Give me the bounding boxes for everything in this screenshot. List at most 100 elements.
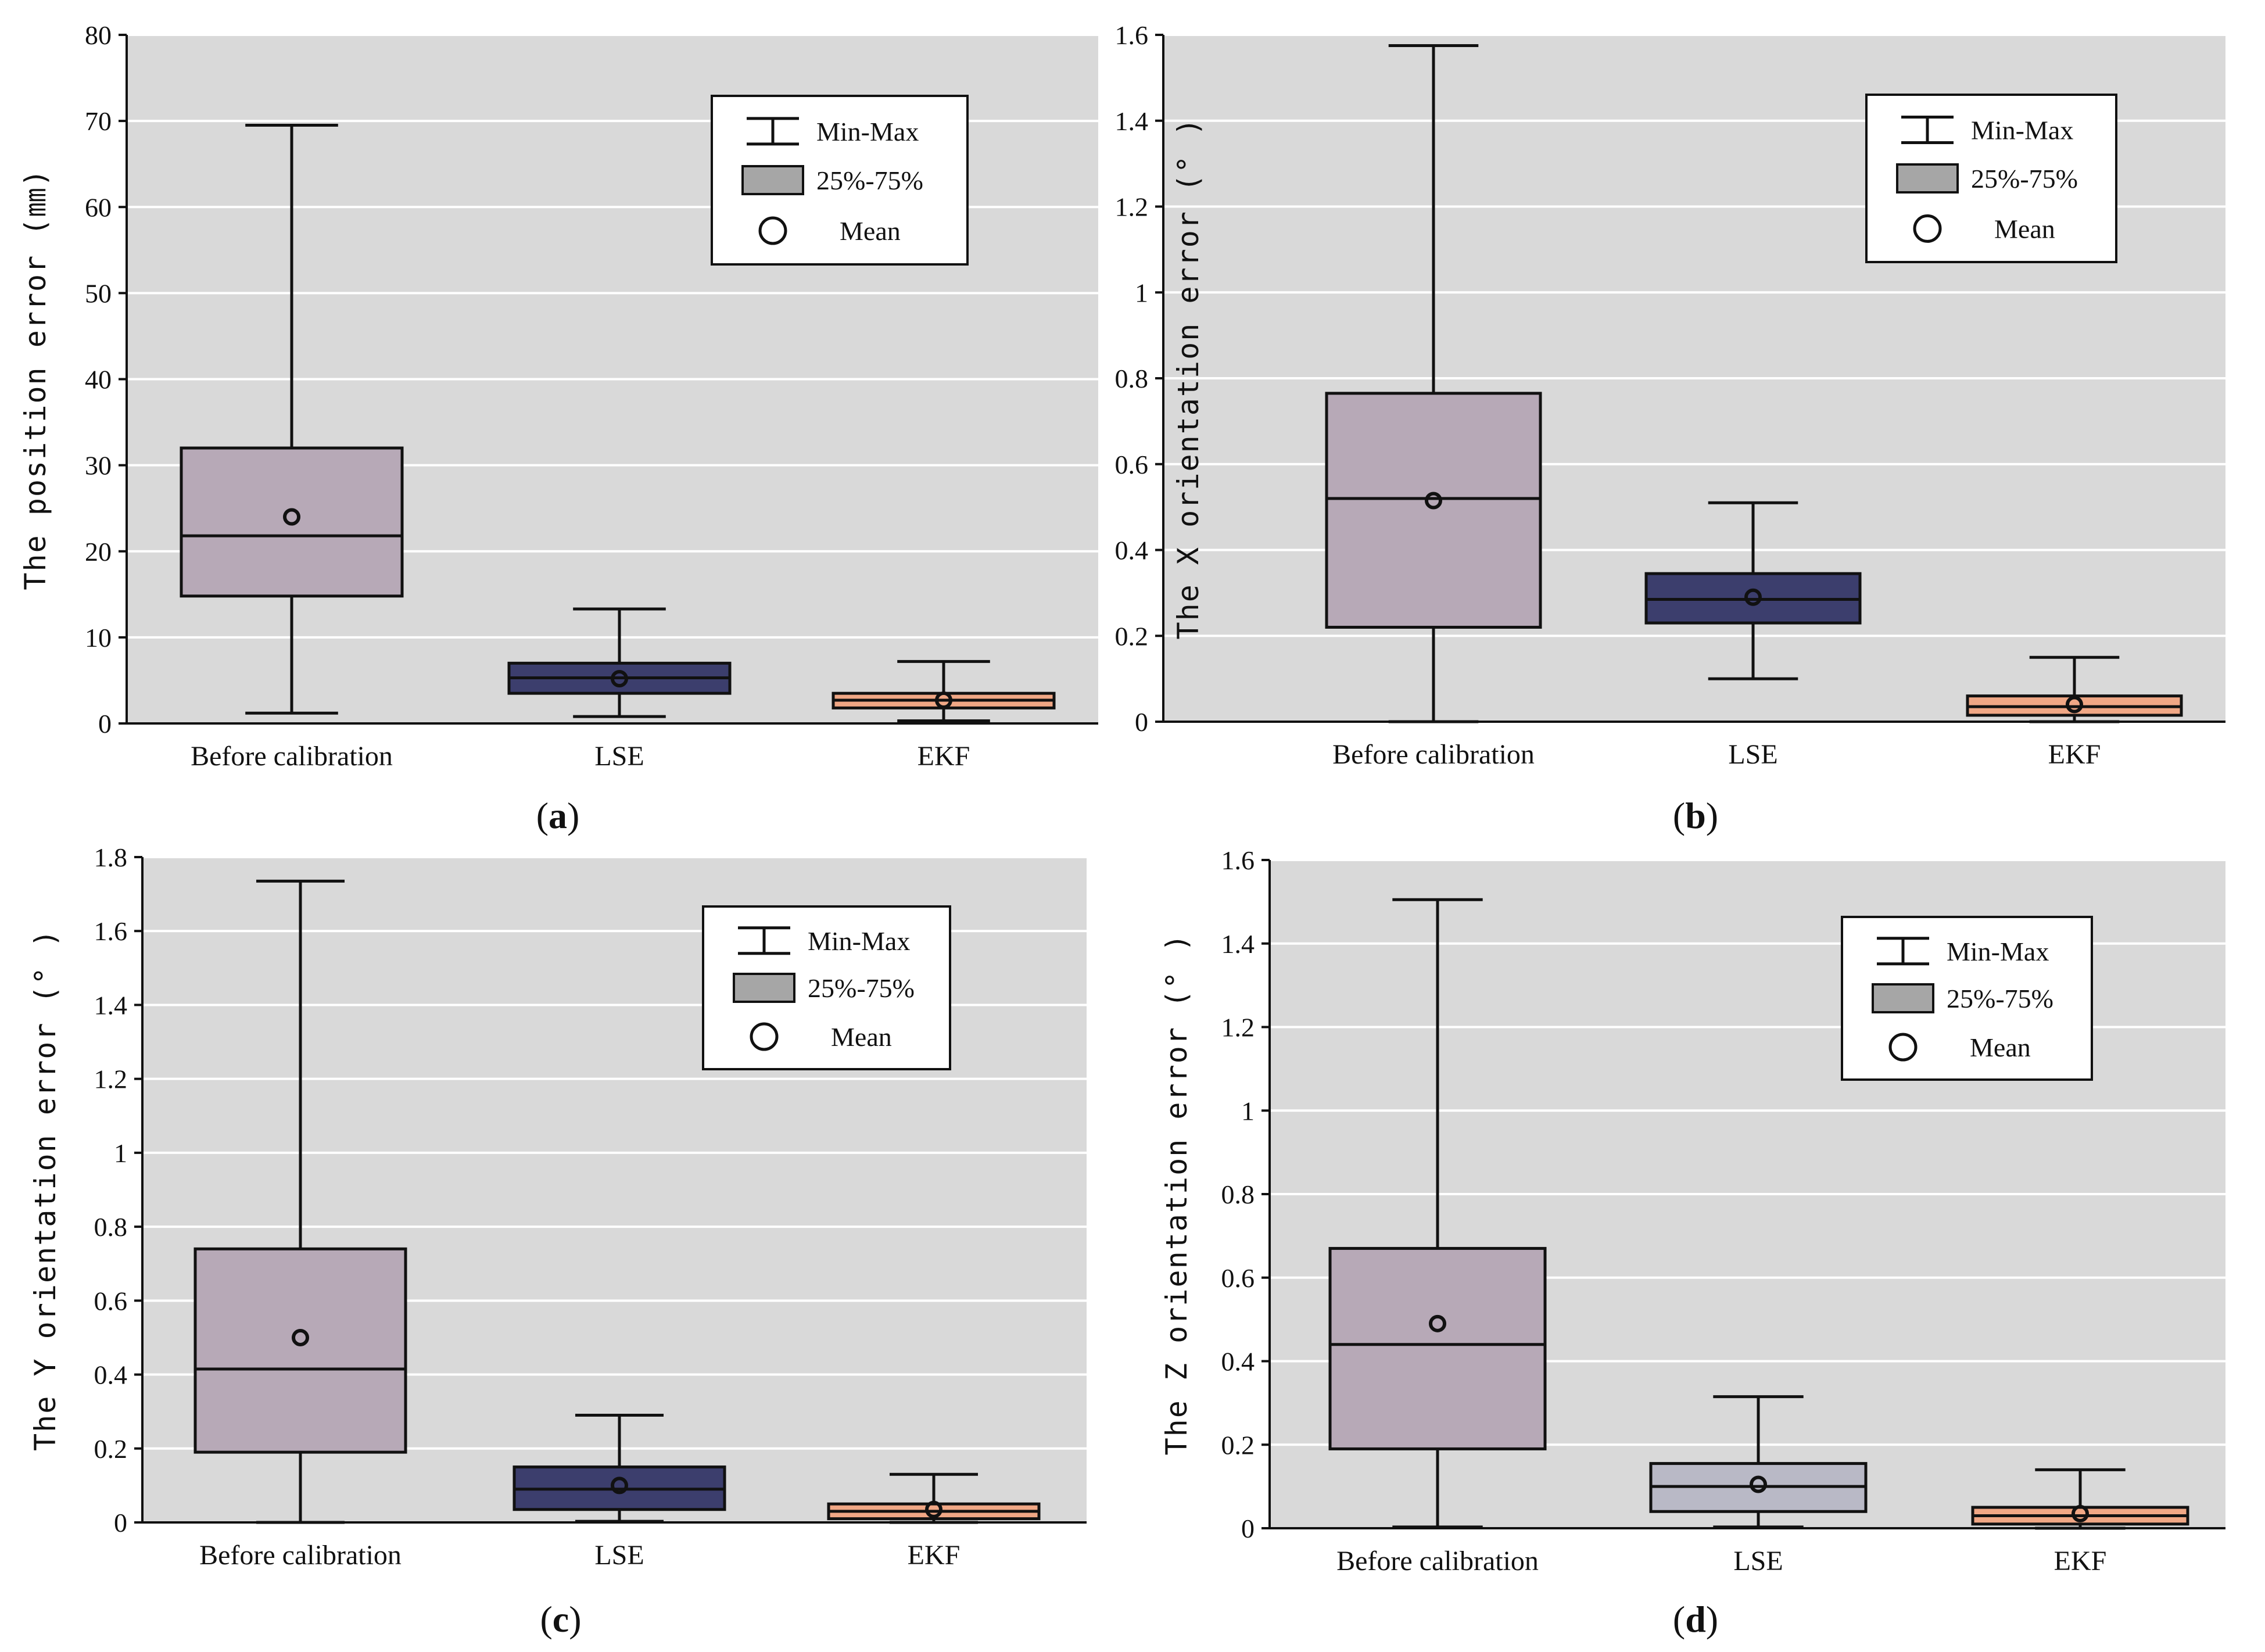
mean-marker xyxy=(283,508,300,526)
box-lse xyxy=(1644,501,1862,680)
legend-mean-icon xyxy=(1913,214,1942,243)
mean-marker xyxy=(611,669,628,687)
panel-paren: ) xyxy=(1706,1599,1718,1640)
y-tick-label: 1.2 xyxy=(1221,1013,1255,1042)
box-q1-q3 xyxy=(180,446,404,598)
y-tick-label: 70 xyxy=(85,106,112,136)
box-before-calibration xyxy=(1325,44,1542,723)
y-axis-title: The position error (㎜) xyxy=(19,168,52,590)
x-category-label: Before calibration xyxy=(1332,739,1535,770)
legend-box-label: 25%-75% xyxy=(816,166,923,195)
y-tick-label: 0.6 xyxy=(94,1286,128,1316)
legend-box-label: 25%-75% xyxy=(808,973,915,1003)
box-lse xyxy=(513,1414,726,1523)
y-tick-label: 10 xyxy=(85,623,112,653)
x-category-label: EKF xyxy=(2054,1546,2107,1576)
mean-marker xyxy=(2066,696,2083,714)
panel-letter: d xyxy=(1685,1599,1706,1640)
y-tick-label: 0.8 xyxy=(1115,364,1149,393)
y-tick-label: 0.8 xyxy=(94,1212,128,1242)
legend-minmax-label: Min-Max xyxy=(816,117,919,146)
y-tick-label: 0.6 xyxy=(1221,1263,1255,1293)
y-tick-label: 0.8 xyxy=(1221,1180,1255,1209)
panel-paren: ( xyxy=(1673,795,1685,836)
y-tick-label: 0 xyxy=(1241,1514,1255,1543)
panel-paren: ( xyxy=(1673,1599,1685,1640)
legend-mean-label: Mean xyxy=(1970,1033,2031,1062)
legend-minmax-label: Min-Max xyxy=(808,926,910,956)
y-tick-label: 1.6 xyxy=(1115,20,1149,50)
x-category-label: EKF xyxy=(2048,739,2101,770)
y-tick-label: 0.6 xyxy=(1115,450,1149,479)
x-category-label: LSE xyxy=(1733,1546,1783,1576)
box-q1-q3 xyxy=(1325,392,1542,629)
y-tick-label: 1.8 xyxy=(94,843,128,872)
mean-marker xyxy=(1750,1475,1767,1493)
mean-marker xyxy=(935,691,952,709)
mean-marker xyxy=(611,1477,628,1495)
box-before-calibration xyxy=(1328,898,1547,1529)
box-q1-q3 xyxy=(1328,1246,1547,1450)
box-ekf xyxy=(1966,655,2183,723)
y-tick-label: 30 xyxy=(85,451,112,481)
y-axis-title: The Y orientation error (° ) xyxy=(28,929,62,1451)
x-category-label: Before calibration xyxy=(191,741,393,772)
y-tick-label: 1.6 xyxy=(94,916,128,946)
panel-letter: a xyxy=(549,795,567,836)
y-axis-title: The Z orientation error (° ) xyxy=(1160,933,1194,1456)
box-lse xyxy=(1649,1395,1868,1529)
box-ekf xyxy=(827,1472,1041,1524)
y-tick-label: 0.4 xyxy=(1115,536,1149,565)
panel-paren: ) xyxy=(1706,795,1718,836)
y-axis-title: The X orientation error (° ) xyxy=(1171,117,1205,640)
legend-mean-icon xyxy=(1888,1033,1918,1062)
legend-minmax-label: Min-Max xyxy=(1971,115,2073,145)
x-category-label: EKF xyxy=(918,741,970,772)
y-tick-label: 20 xyxy=(85,537,112,567)
y-tick-label: 0.2 xyxy=(94,1434,128,1464)
legend-mean-label: Mean xyxy=(840,216,901,246)
legend-mean-label: Mean xyxy=(1994,214,2055,243)
panel-c: 0 0.2 0.4 0.6 0.8 1 1.2 1.4 1.6 1.8 The Y orientat… xyxy=(28,843,1087,1640)
panel-b: 0 0.2 0.4 0.6 0.8 1 1.2 1.4 1.6 The X orientation… xyxy=(1115,20,2225,836)
y-tick-label: 0 xyxy=(114,1508,127,1538)
panel-label: (c) xyxy=(540,1599,581,1640)
mean-marker xyxy=(1429,1314,1446,1332)
x-category-label: LSE xyxy=(594,741,644,772)
legend-mean-icon xyxy=(758,216,787,245)
mean-marker xyxy=(2072,1504,2089,1522)
panel-d: 0 0.2 0.4 0.6 0.8 1 1.2 1.4 1.6 The Z orientation… xyxy=(1160,845,2225,1640)
y-tick-label: 0.2 xyxy=(1115,621,1149,651)
x-category-label: Before calibration xyxy=(1336,1546,1539,1576)
box-ekf xyxy=(832,660,1056,723)
legend: Min-Max 25%-75% Mean xyxy=(702,905,951,1070)
y-tick-label: 0 xyxy=(98,709,112,739)
panel-paren: ) xyxy=(567,795,579,836)
y-tick-label: 1.2 xyxy=(1115,192,1149,222)
box-q1-q3 xyxy=(193,1247,407,1454)
panel-a: 0 10 20 30 40 50 60 70 80 The position error (㎜) B… xyxy=(19,20,1098,836)
legend-box-label: 25%-75% xyxy=(1971,164,2078,193)
x-category-label: EKF xyxy=(908,1540,961,1571)
y-tick-label: 1.4 xyxy=(1221,929,1255,959)
y-tick-label: 1 xyxy=(1241,1096,1255,1126)
x-category-label: LSE xyxy=(594,1540,644,1571)
legend-box-label: 25%-75% xyxy=(1947,984,2053,1013)
y-tick-label: 1.2 xyxy=(94,1065,128,1094)
panel-paren: ( xyxy=(540,1599,552,1640)
panel-label: (a) xyxy=(536,795,580,836)
legend-box-icon xyxy=(741,165,804,195)
mean-marker xyxy=(925,1500,942,1518)
legend: Min-Max 25%-75% Mean xyxy=(1865,94,2117,263)
legend-box-icon xyxy=(733,973,795,1003)
y-tick-label: 1.4 xyxy=(94,990,128,1020)
panel-label: (d) xyxy=(1673,1599,1718,1640)
mean-marker xyxy=(1425,492,1442,510)
box-lse xyxy=(507,607,732,718)
panel-label: (b) xyxy=(1673,795,1718,836)
box-ekf xyxy=(1971,1468,2189,1530)
y-tick-label: 1.4 xyxy=(1115,106,1149,136)
legend-box-icon xyxy=(1872,983,1934,1013)
